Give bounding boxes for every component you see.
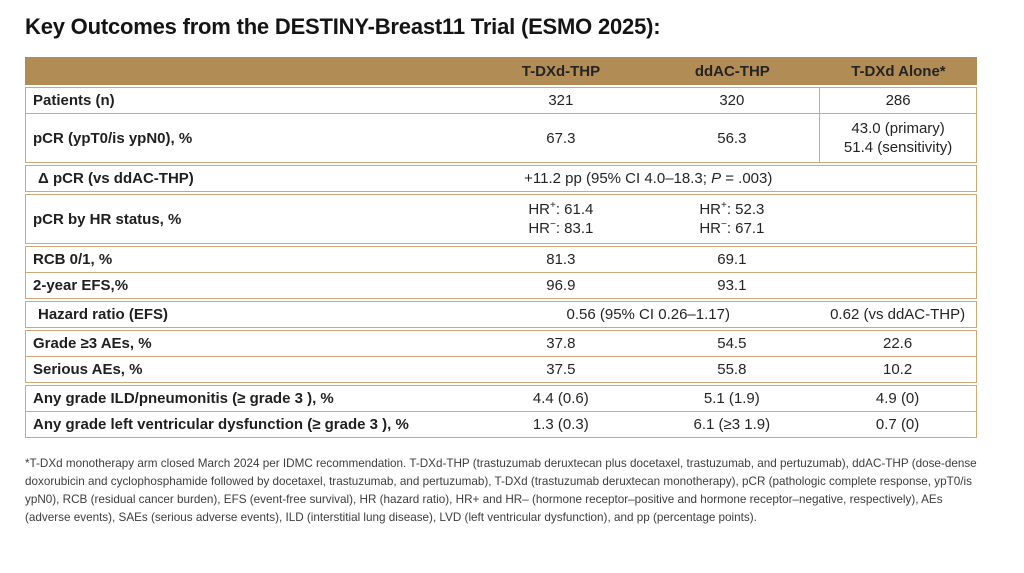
cell-ddac-thp: 5.1 (1.9) <box>703 390 760 407</box>
cell-tdxd-thp: 1.3 (0.3) <box>532 416 589 433</box>
hr-negative-value: HR−: 83.1 <box>528 219 594 238</box>
row-label: Grade ≥3 AEs, % <box>33 335 152 352</box>
cell-tdxd-alone: 0.7 (0) <box>875 416 920 433</box>
cell-ddac-thp: 320 <box>719 92 745 109</box>
row-label: Patients (n) <box>33 92 115 109</box>
table-header-row: T-DXd-THP ddAC-THP T-DXd Alone* <box>25 57 977 85</box>
table-row-ild-pneumonitis: Any grade ILD/pneumonitis (≥ grade 3 ), … <box>26 386 976 411</box>
column-header-tdxd-alone: T-DXd Alone* <box>851 62 946 80</box>
cell-tdxd-alone: 43.0 (primary) 51.4 (sensitivity) <box>819 114 976 162</box>
cell-tdxd-alone <box>819 176 976 182</box>
cell-tdxd-thp: 37.5 <box>546 361 576 378</box>
table-group-efficacy-top: Patients (n) 321 320 286 pCR (ypT0/is yp… <box>25 87 977 163</box>
cell-tdxd-alone: 22.6 <box>883 335 913 352</box>
cell-ddac-thp: 69.1 <box>717 251 747 268</box>
table-group-adverse-events: Grade ≥3 AEs, % 37.8 54.5 22.6 Serious A… <box>25 330 977 383</box>
cell-tdxd-thp: HR+: 61.4 HR−: 83.1 <box>477 195 644 243</box>
table-group-ild-lvd: Any grade ILD/pneumonitis (≥ grade 3 ), … <box>25 385 977 438</box>
p-value-text: = .003) <box>721 170 773 187</box>
cell-tdxd-thp: 67.3 <box>546 129 576 147</box>
cell-hazard-ratio-span: 0.56 (95% CI 0.26–1.17) <box>566 306 730 323</box>
table-row-patients: Patients (n) 321 320 286 <box>26 88 976 113</box>
cell-ddac-thp: HR+: 52.3 HR−: 67.1 <box>644 195 819 243</box>
cell-ddac-thp: 93.1 <box>717 277 747 294</box>
hr-positive-value: HR+: 52.3 <box>699 200 765 219</box>
delta-pcr-text: +11.2 pp (95% CI 4.0–18.3; <box>524 170 712 187</box>
table-row-pcr-hr-status: pCR by HR status, % HR+: 61.4 HR−: 83.1 … <box>26 195 976 243</box>
footnote: *T-DXd monotherapy arm closed March 2024… <box>25 457 977 525</box>
table-row-pcr: pCR (ypT0/is ypN0), % 67.3 56.3 43.0 (pr… <box>26 113 976 162</box>
column-header-tdxd-thp: T-DXd-THP <box>521 62 601 80</box>
table-group-delta-pcr: Δ pCR (vs ddAC-THP) +11.2 pp (95% CI 4.0… <box>25 165 977 192</box>
cell-tdxd-alone <box>819 214 976 224</box>
outcomes-table: T-DXd-THP ddAC-THP T-DXd Alone* Patients… <box>25 57 977 438</box>
table-group-hazard-ratio: Hazard ratio (EFS) 0.56 (95% CI 0.26–1.1… <box>25 301 977 328</box>
row-label: Any grade left ventricular dysfunction (… <box>33 416 409 433</box>
row-label: Δ pCR (vs ddAC-THP) <box>38 170 194 187</box>
pcr-primary-value: 43.0 (primary) <box>851 120 945 137</box>
cell-tdxd-alone: 10.2 <box>883 361 913 378</box>
cell-tdxd-thp: 81.3 <box>546 251 576 268</box>
cell-tdxd-thp: 4.4 (0.6) <box>532 390 589 407</box>
row-label: pCR (ypT0/is ypN0), % <box>33 129 193 147</box>
cell-tdxd-thp: 321 <box>548 92 574 109</box>
page-title: Key Outcomes from the DESTINY-Breast11 T… <box>25 14 661 39</box>
hr-positive-value: HR+: 61.4 <box>528 200 594 219</box>
row-label: RCB 0/1, % <box>33 251 113 268</box>
table-row-2year-efs: 2-year EFS,% 96.9 93.1 <box>26 272 976 298</box>
cell-delta-pcr-span: +11.2 pp (95% CI 4.0–18.3; P = .003) <box>477 166 819 191</box>
column-header-ddac-thp: ddAC-THP <box>694 62 770 80</box>
hr-negative-value: HR−: 67.1 <box>699 219 765 238</box>
row-label: Any grade ILD/pneumonitis (≥ grade 3 ), … <box>33 390 334 407</box>
cell-tdxd-thp: 37.8 <box>546 335 576 352</box>
row-label: pCR by HR status, % <box>33 210 182 228</box>
table-row-delta-pcr: Δ pCR (vs ddAC-THP) +11.2 pp (95% CI 4.0… <box>26 166 976 191</box>
cell-tdxd-thp: 96.9 <box>546 277 576 294</box>
cell-ddac-thp: 56.3 <box>717 129 747 147</box>
pcr-sensitivity-value: 51.4 (sensitivity) <box>843 139 953 156</box>
table-row-hazard-ratio: Hazard ratio (EFS) 0.56 (95% CI 0.26–1.1… <box>26 302 976 327</box>
row-label: Serious AEs, % <box>33 361 143 378</box>
table-row-rcb: RCB 0/1, % 81.3 69.1 <box>26 247 976 272</box>
table-row-lv-dysfunction: Any grade left ventricular dysfunction (… <box>26 411 976 437</box>
cell-tdxd-alone <box>819 283 976 289</box>
table-group-rcb-efs: RCB 0/1, % 81.3 69.1 2-year EFS,% 96.9 9… <box>25 246 977 299</box>
cell-tdxd-alone: 4.9 (0) <box>875 390 920 407</box>
row-label: 2-year EFS,% <box>33 277 129 294</box>
cell-ddac-thp: 54.5 <box>717 335 747 352</box>
header-spacer <box>25 68 477 74</box>
row-label: Hazard ratio (EFS) <box>38 306 169 323</box>
cell-ddac-thp: 6.1 (≥3 1.9) <box>693 416 771 433</box>
table-row-serious-aes: Serious AEs, % 37.5 55.8 10.2 <box>26 356 976 382</box>
cell-tdxd-alone: 0.62 (vs ddAC-THP) <box>830 306 966 323</box>
p-value-symbol: P <box>711 170 722 187</box>
cell-ddac-thp: 55.8 <box>717 361 747 378</box>
cell-tdxd-alone: 286 <box>819 88 976 113</box>
table-row-grade3-aes: Grade ≥3 AEs, % 37.8 54.5 22.6 <box>26 331 976 356</box>
cell-tdxd-alone <box>819 257 976 263</box>
table-group-pcr-hr-status: pCR by HR status, % HR+: 61.4 HR−: 83.1 … <box>25 194 977 244</box>
